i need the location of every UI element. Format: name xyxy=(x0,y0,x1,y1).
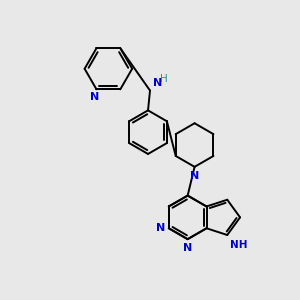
Text: N: N xyxy=(90,92,99,102)
Text: H: H xyxy=(160,74,168,84)
Text: N: N xyxy=(156,223,165,233)
Text: NH: NH xyxy=(230,240,248,250)
Text: N: N xyxy=(183,243,192,253)
Text: N: N xyxy=(153,78,162,88)
Text: N: N xyxy=(190,171,199,181)
